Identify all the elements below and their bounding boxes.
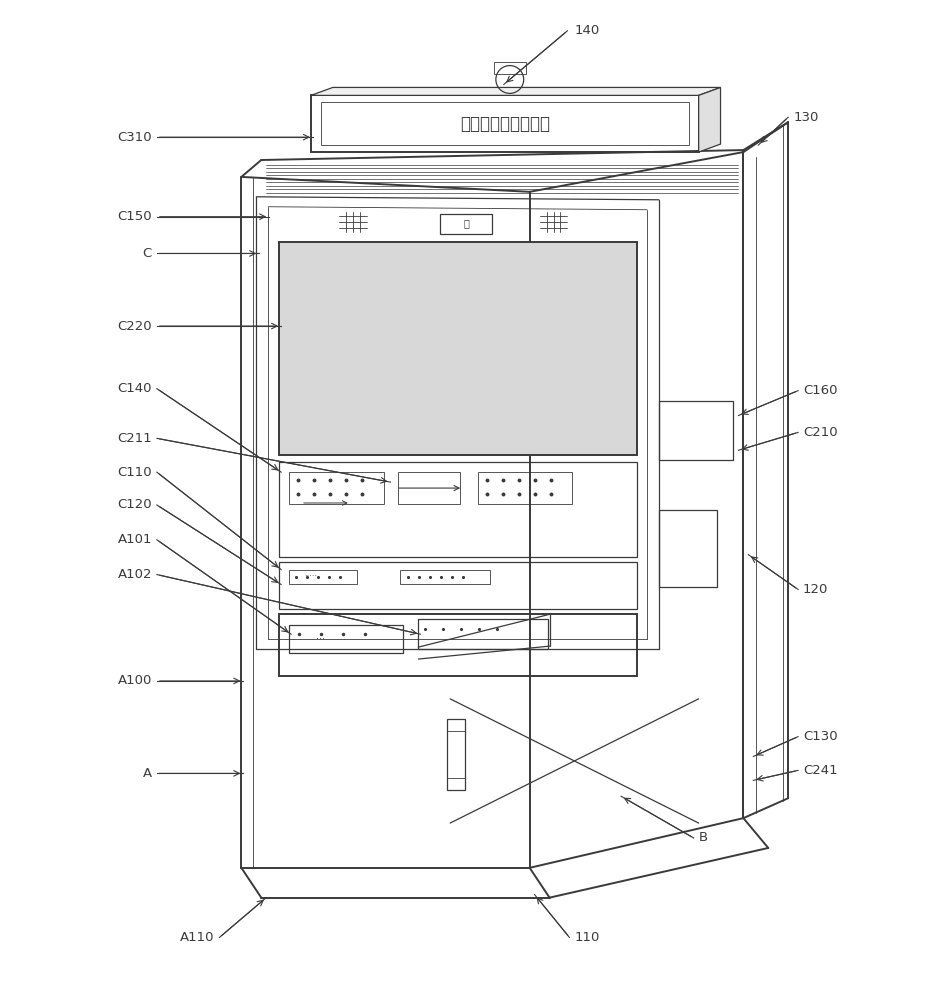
Bar <box>321 102 689 145</box>
Bar <box>418 619 548 649</box>
Bar <box>279 462 637 557</box>
Text: B: B <box>699 831 708 844</box>
Bar <box>289 472 383 504</box>
Text: C210: C210 <box>803 426 837 439</box>
Bar <box>279 614 637 676</box>
Text: C310: C310 <box>117 131 152 144</box>
Text: A102: A102 <box>117 568 152 581</box>
Polygon shape <box>311 87 720 95</box>
Bar <box>279 242 637 455</box>
Bar <box>478 472 572 504</box>
Bar <box>659 401 733 460</box>
Text: C220: C220 <box>117 320 152 333</box>
Text: 120: 120 <box>803 583 829 596</box>
Text: 130: 130 <box>793 111 818 124</box>
Text: 110: 110 <box>574 931 599 944</box>
Text: 140: 140 <box>574 24 599 37</box>
Bar <box>311 95 699 152</box>
Bar <box>440 214 492 234</box>
Bar <box>289 625 403 653</box>
Text: A100: A100 <box>117 674 152 687</box>
Text: C211: C211 <box>117 432 152 445</box>
Text: 六年免检标志核发机: 六年免检标志核发机 <box>460 115 549 133</box>
Bar <box>279 562 637 609</box>
Text: C140: C140 <box>117 382 152 395</box>
Text: C110: C110 <box>117 466 152 479</box>
Bar <box>659 510 716 587</box>
Text: C241: C241 <box>803 764 837 777</box>
Bar <box>400 570 490 584</box>
Bar <box>447 719 465 790</box>
Bar <box>398 472 460 504</box>
Text: ···: ··· <box>316 634 326 644</box>
Bar <box>289 570 357 584</box>
Polygon shape <box>699 87 720 152</box>
Bar <box>494 62 526 74</box>
Text: A101: A101 <box>117 533 152 546</box>
Text: A110: A110 <box>180 931 214 944</box>
Text: C160: C160 <box>803 384 837 397</box>
Text: 摄: 摄 <box>464 219 469 229</box>
Text: C120: C120 <box>117 498 152 511</box>
Text: A: A <box>143 767 152 780</box>
Text: C: C <box>143 247 152 260</box>
Text: ·····: ····· <box>304 572 317 581</box>
Text: C130: C130 <box>803 730 837 743</box>
Text: C150: C150 <box>117 210 152 223</box>
